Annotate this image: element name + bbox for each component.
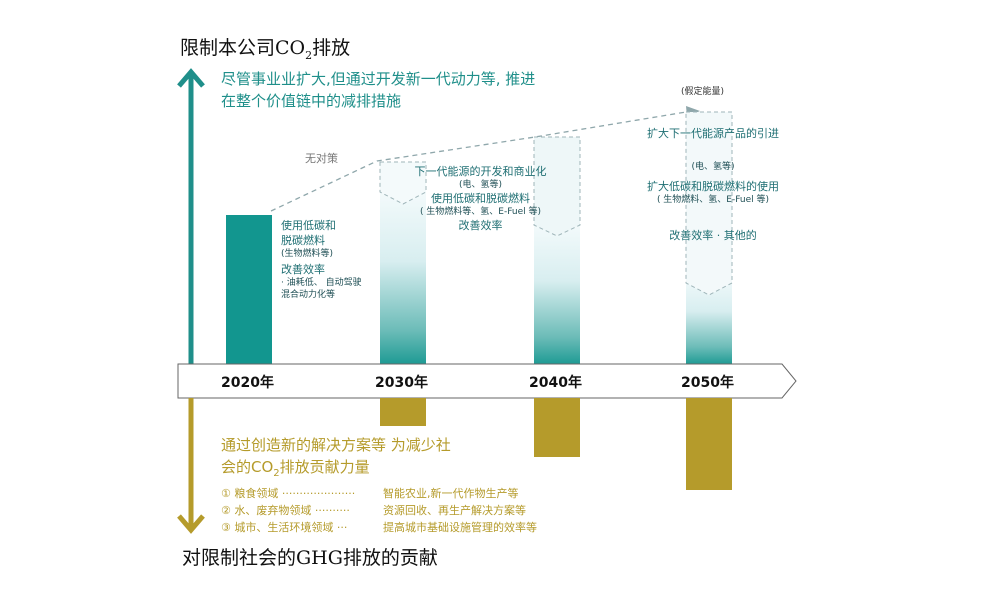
bottom-description: 通过创造新的解决方案等 为减少社 会的CO2排放贡献力量 [221,434,451,485]
domain-label: ① 粮食领域 ····················· [221,487,356,500]
no-measure-label: 无对策 [305,152,338,165]
bar2020-line1: 使用低碳和 [281,219,336,232]
bar2050-line5: 改善效率 · 其他的 [669,229,757,242]
gold-bar-2050 [686,398,732,490]
bar2030-line5: 改善效率 [458,219,503,232]
bottom-title: 对限制社会的GHG排放的贡献 [182,547,438,569]
bar2050-line2: (电、氢等) [691,162,735,172]
domain-label: ③ 城市、生活环境领域 ··· [221,521,348,534]
bottom-description-line1: 通过创造新的解决方案等 为减少社 [221,436,451,454]
down-arrow-icon [177,398,205,534]
bar2020-line6: 混合动力化等 [281,290,336,300]
bar2020-line5: · 油耗低、 自动驾驶 [281,278,362,288]
assumed-energy-label: (假定能量) [681,87,725,97]
year-2030: 2030年 [375,375,428,391]
bar2020-annotation: 使用低碳和 脱碳燃料 (生物燃料等) 改善效率 · 油耗低、 自动驾驶 混合动力… [281,218,391,301]
domain-value: 智能农业,新一代作物生产等 [383,487,519,500]
bottom-description-line2-text: 会的CO [221,458,274,476]
top-title-suffix: 排放 [312,37,351,59]
bottom-description-subscript: 2 [273,468,280,479]
bar2020-line3: (生物燃料等) [281,249,334,259]
bar-2030 [380,192,426,365]
bar-2040 [534,225,580,365]
up-arrow-icon [177,68,205,368]
bar2050-line3: 扩大低碳和脱碳燃料的使用 [647,180,779,193]
year-2040: 2040年 [529,375,582,391]
bar2020-line4: 改善效率 [281,263,325,276]
domain-value: 提高城市基础设施管理的效率等 [383,521,537,534]
year-2050: 2050年 [681,375,734,391]
domain-list: ① 粮食领域 ····················· 智能农业,新一代作物生产… [221,485,537,536]
bar2050-annotation: 扩大下一代能源产品的引进 (电、氢等) 扩大低碳和脱碳燃料的使用 ( 生物燃料、… [628,126,798,243]
gold-bar-2040 [534,398,580,457]
bar2020-line2: 脱碳燃料 [281,234,325,247]
top-description-line1: 尽管事业业扩大,但通过开发新一代动力等, 推进 [221,70,536,88]
top-description-line2: 在整个价值链中的减排措施 [221,92,402,110]
bar2030-line3: 使用低碳和脱碳燃料 [431,192,530,205]
timeline-arrow [177,363,797,399]
gold-bar-2030 [380,398,426,426]
domain-label: ② 水、废弃物领域 ·········· [221,504,350,517]
top-title: 限制本公司CO2排放 [180,33,350,62]
bar2030-line4: ( 生物燃料等、氢、E-Fuel 等) [419,207,542,217]
bottom-description-line2-suffix: 排放贡献力量 [279,458,370,476]
domain-value: 资源回收、再生产解决方案等 [383,504,526,517]
domain-item-food: ① 粮食领域 ····················· 智能农业,新一代作物生产… [221,485,537,502]
top-title-subscript: 2 [305,48,313,62]
bar2050-line1: 扩大下一代能源产品的引进 [647,127,779,140]
domain-item-city: ③ 城市、生活环境领域 ··· 提高城市基础设施管理的效率等 [221,519,537,536]
domain-item-water: ② 水、废弃物领域 ·········· 资源回收、再生产解决方案等 [221,502,537,519]
bar2030-annotation: 下一代能源的开发和商业化 (电、氢等) 使用低碳和脱碳燃料 ( 生物燃料等、氢、… [398,164,563,233]
top-title-text: 限制本公司CO [180,37,306,59]
bar-2020 [226,215,272,365]
bar2030-line2: (电、氢等) [458,180,503,190]
year-2020: 2020年 [221,375,274,391]
bar2030-line1: 下一代能源的开发和商业化 [414,165,547,178]
bar2050-line4: ( 生物燃料、氢、E-Fuel 等) [656,195,770,205]
top-description: 尽管事业业扩大,但通过开发新一代动力等, 推进 在整个价值链中的减排措施 [221,68,535,112]
bottom-description-line2: 会的CO2排放贡献力量 [221,456,451,485]
